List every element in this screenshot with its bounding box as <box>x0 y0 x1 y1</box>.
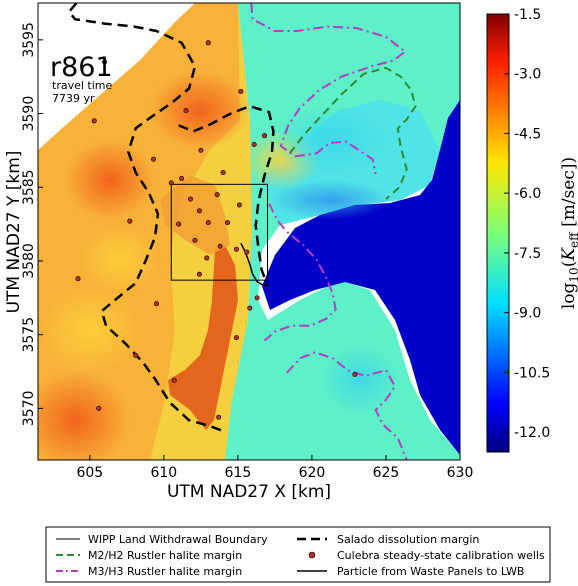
calibration-well-marker <box>176 221 182 227</box>
legend-item-wipp: WIPP Land Withdrawal Boundary <box>56 533 268 546</box>
legend-item-salado: Salado dissolution margin <box>297 533 479 546</box>
x-axis-title: UTM NAD27 X [km] <box>167 482 331 502</box>
travel-time-label: travel time <box>52 79 112 92</box>
colorbar-tick-label: -10.5 <box>514 365 550 381</box>
colorbar-ticks: -1.5 -3.0 -4.5 -6.0 -7.5 -9.0 -10.5 -12.0 <box>504 7 550 441</box>
y-tick-label: 3595 <box>21 22 37 58</box>
calibration-well-marker <box>236 202 242 208</box>
salado-dissolution-margin-line <box>67 3 227 434</box>
colorbar-tick-label: -7.5 <box>514 246 541 262</box>
salado-dissolution-margin-east-line <box>178 104 275 287</box>
y-tick-label: 3575 <box>21 317 37 353</box>
calibration-well-marker <box>254 295 260 301</box>
calibration-well-marker <box>247 305 253 311</box>
calibration-well-marker <box>91 118 97 124</box>
calibration-well-marker <box>168 180 174 186</box>
travel-time-value: 7739 yr <box>52 92 95 105</box>
colorbar-tick-label: -6.0 <box>514 186 541 202</box>
calibration-wells <box>75 40 358 420</box>
colorbar-tick-label: -3.0 <box>514 67 541 83</box>
calibration-well-marker <box>205 40 211 46</box>
colorbar-tick-label: -9.0 <box>514 306 541 322</box>
legend-label-particle: Particle from Waste Panels to LWB <box>337 565 524 578</box>
x-tick-label: 615 <box>225 465 252 481</box>
y-axis-title: UTM NAD27 Y [km] <box>4 151 24 314</box>
y-tick-label: 3585 <box>21 169 37 205</box>
calibration-well-marker <box>238 88 244 94</box>
legend-item-particle: Particle from Waste Panels to LWB <box>297 565 524 578</box>
calibration-well-marker <box>217 243 223 249</box>
margin-lines <box>67 3 417 460</box>
y-axis-ticks: 3570 3575 3580 3585 3590 3595 <box>21 22 43 426</box>
calibration-well-marker <box>171 377 177 383</box>
calibration-well-marker <box>352 371 358 377</box>
calibration-well-marker <box>179 175 185 181</box>
calibration-well-marker <box>183 108 189 114</box>
x-tick-label: 630 <box>447 465 474 481</box>
calibration-well-marker <box>205 220 211 226</box>
calibration-well-marker <box>196 208 202 214</box>
y-tick-label: 3580 <box>21 243 37 279</box>
calibration-well-marker <box>75 276 81 282</box>
legend-item-wells: Culebra steady-state calibration wells <box>308 549 545 562</box>
calibration-well-marker <box>251 142 257 148</box>
x-tick-label: 620 <box>299 465 326 481</box>
calibration-well-marker <box>150 156 156 162</box>
legend-label-m2h2: M2/H2 Rustler halite margin <box>88 549 242 562</box>
realization-label: r861 <box>50 52 113 83</box>
legend-label-wells: Culebra steady-state calibration wells <box>337 549 545 562</box>
calibration-well-marker <box>216 414 222 420</box>
calibration-well-marker <box>220 170 226 176</box>
x-tick-label: 605 <box>76 465 103 481</box>
x-tick-label: 610 <box>150 465 177 481</box>
calibration-well-marker <box>192 237 198 243</box>
m3h3-halite-margin-line-2 <box>263 203 337 342</box>
colorbar-title: log10(Keff [m/sec]) <box>559 157 578 309</box>
legend-item-m3h3: M3/H3 Rustler halite margin <box>56 565 242 578</box>
colorbar <box>486 13 510 453</box>
conductivity-field <box>38 3 460 460</box>
calibration-well-marker <box>204 255 210 261</box>
calibration-well-marker <box>233 335 239 341</box>
calibration-well-marker <box>244 249 250 255</box>
colorbar-tick-label: -1.5 <box>514 7 541 23</box>
calibration-well-marker <box>188 196 194 202</box>
m3h3-halite-margin-line-3 <box>286 351 408 460</box>
calibration-well-marker <box>225 220 231 226</box>
m3h3-halite-margin-line <box>250 3 407 175</box>
calibration-well-marker <box>133 352 139 358</box>
calibration-well-marker <box>196 271 202 277</box>
wipp-land-withdrawal-boundary <box>170 183 269 281</box>
calibration-well-marker <box>214 192 220 198</box>
legend-label-salado: Salado dissolution margin <box>337 533 479 546</box>
m2h2-halite-margin-line <box>288 66 417 200</box>
legend-label-m3h3: M3/H3 Rustler halite margin <box>88 565 242 578</box>
x-axis-ticks: 605 610 615 620 625 630 <box>76 455 473 481</box>
calibration-well-marker <box>102 59 108 65</box>
colorbar-tick-label: -12.0 <box>514 425 550 441</box>
y-tick-label: 3570 <box>21 391 37 427</box>
legend-box <box>45 526 551 583</box>
particle-path-line <box>240 242 265 287</box>
calibration-well-marker <box>198 147 204 153</box>
calibration-well-marker <box>96 405 102 411</box>
calibration-well-marker <box>233 246 239 252</box>
calibration-well-marker <box>262 133 268 139</box>
colorbar-tick-label: -4.5 <box>514 126 541 142</box>
plot-frame <box>37 2 461 461</box>
legend-item-m2h2: M2/H2 Rustler halite margin <box>56 549 242 562</box>
legend-label-wipp: WIPP Land Withdrawal Boundary <box>88 533 268 546</box>
calibration-well-marker <box>153 301 159 307</box>
x-tick-label: 625 <box>373 465 400 481</box>
y-tick-label: 3590 <box>21 96 37 132</box>
calibration-well-marker <box>127 218 133 224</box>
